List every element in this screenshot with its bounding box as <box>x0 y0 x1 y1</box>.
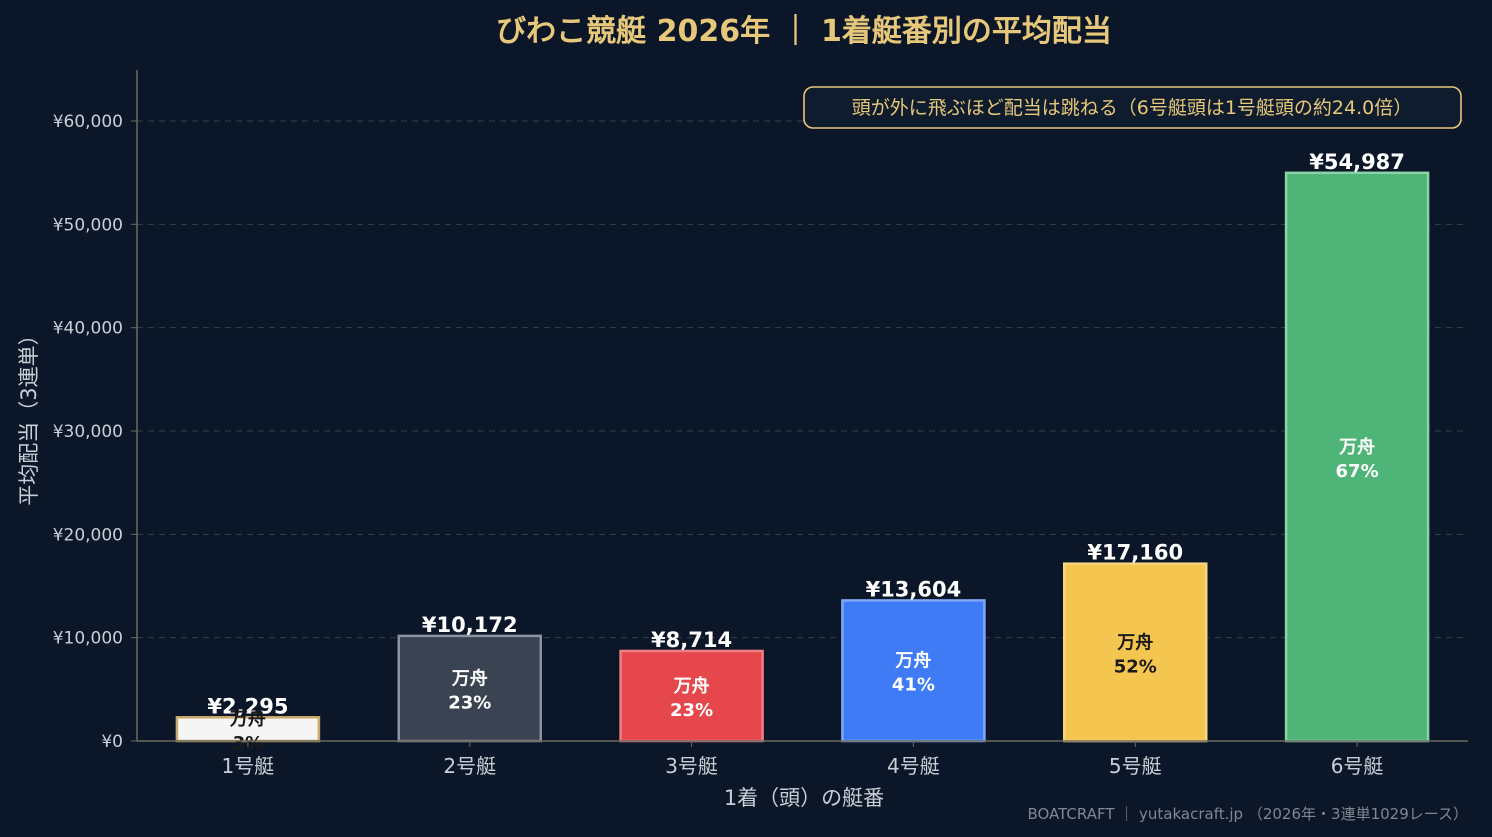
x-tick-label: 6号艇 <box>1331 754 1384 778</box>
manshu-rate-label: 23% <box>448 692 491 713</box>
y-tick-label: ¥50,000 <box>53 215 123 235</box>
grid-lines <box>137 120 1468 639</box>
manshu-title-label: 万舟 <box>1116 631 1153 653</box>
annotation-text: 頭が外に飛ぶほど配当は跳ねる（6号艇頭は1号艇頭の約24.0倍） <box>852 97 1412 119</box>
footer-credit: BOATCRAFT ｜ yutakacraft.jp （2026年・3連単102… <box>1027 805 1468 823</box>
manshu-title-label: 万舟 <box>451 667 488 689</box>
y-tick-label: ¥30,000 <box>53 422 123 442</box>
x-tick-label: 3号艇 <box>665 754 718 778</box>
y-tick-label: ¥20,000 <box>53 525 123 545</box>
annotation-box: 頭が外に飛ぶほど配当は跳ねる（6号艇頭は1号艇頭の約24.0倍） <box>803 86 1462 129</box>
manshu-title-label: 万舟 <box>1338 436 1375 458</box>
manshu-title-label: 万舟 <box>673 675 710 697</box>
value-label: ¥54,987 <box>1309 150 1405 174</box>
value-label: ¥10,172 <box>422 613 518 637</box>
bars: ¥2,295万舟3%¥10,172万舟23%¥8,714万舟23%¥13,604… <box>175 150 1430 754</box>
y-tick-label: ¥60,000 <box>53 112 123 132</box>
manshu-rate-label: 23% <box>670 700 713 721</box>
manshu-rate-label: 52% <box>1114 656 1157 677</box>
y-tick-label: ¥0 <box>101 732 123 752</box>
bar-3 <box>619 649 764 743</box>
bar-5 <box>1063 562 1208 743</box>
x-tick-label: 4号艇 <box>887 754 940 778</box>
x-tick-label: 2号艇 <box>443 754 496 778</box>
annotation-frame <box>803 86 1462 129</box>
x-tick-label: 1号艇 <box>222 754 275 778</box>
bar-6 <box>1284 171 1430 743</box>
x-axis-ticks: 1号艇 2号艇 3号艇 4号艇 5号艇 6号艇 <box>222 741 1384 778</box>
x-tick-label: 5号艇 <box>1109 754 1162 778</box>
manshu-rate-label: 41% <box>892 675 935 696</box>
value-label: ¥2,295 <box>207 694 288 718</box>
value-label: ¥8,714 <box>651 628 732 652</box>
y-tick-label: ¥40,000 <box>53 319 123 339</box>
y-axis-ticks: ¥0 ¥10,000 ¥20,000 ¥30,000 ¥40,000 ¥50,000 ¥60… <box>53 112 137 752</box>
y-axis-label: 平均配当（3連単） <box>17 324 41 505</box>
bar-4 <box>841 599 986 743</box>
chart-title: びわこ競艇 2026年 ｜ 1着艇番別の平均配当 <box>496 14 1112 49</box>
value-label: ¥17,160 <box>1087 541 1183 565</box>
x-axis-label: 1着（頭）の艇番 <box>724 786 884 810</box>
value-label: ¥13,604 <box>866 577 962 601</box>
manshu-rate-label: 67% <box>1336 461 1379 482</box>
manshu-title-label: 万舟 <box>229 708 266 730</box>
y-tick-label: ¥10,000 <box>53 629 123 649</box>
manshu-title-label: 万舟 <box>894 650 931 672</box>
